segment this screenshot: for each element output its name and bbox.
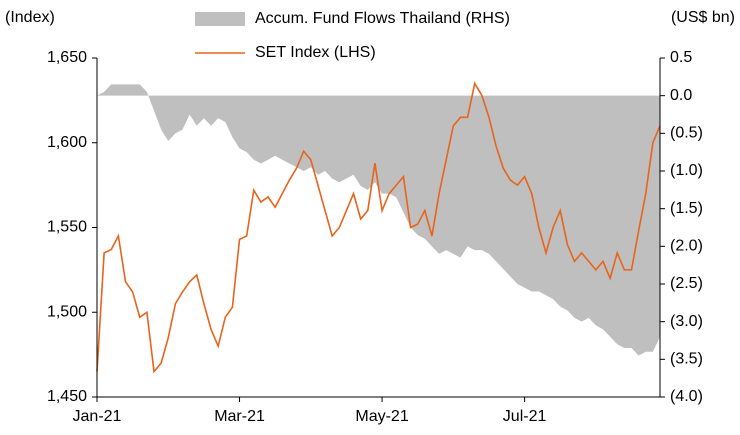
x-tick-label: Mar-21 xyxy=(214,408,265,425)
y2-tick-label: (2.0) xyxy=(670,238,703,255)
x-tick-label: Jan-21 xyxy=(73,408,122,425)
y-tick-label: 1,650 xyxy=(47,49,87,66)
y2-tick-label: (3.5) xyxy=(670,351,703,368)
y2-tick-label: (1.0) xyxy=(670,162,703,179)
y-tick-label: 1,500 xyxy=(47,303,87,320)
x-tick-label: Jul-21 xyxy=(503,408,547,425)
y2-tick-label: 0.0 xyxy=(670,87,692,104)
y-tick-label: 1,600 xyxy=(47,134,87,151)
y2-tick-label: (0.5) xyxy=(670,125,703,142)
y2-tick-label: 0.5 xyxy=(670,49,692,66)
line xyxy=(96,81,661,374)
y-axis-label: (Index) xyxy=(5,9,55,26)
y-tick-label: 1,450 xyxy=(47,388,87,405)
legend-label: Accum. Fund Flows Thailand (RHS) xyxy=(255,10,510,27)
y2-tick-label: (2.5) xyxy=(670,275,703,292)
y2-tick-label: (3.0) xyxy=(670,313,703,330)
x-tick-label: May-21 xyxy=(355,408,408,425)
y2-axis-label: (US$ bn) xyxy=(671,9,735,26)
area xyxy=(97,84,660,356)
y2-tick-label: (1.5) xyxy=(670,200,703,217)
y-tick-label: 1,550 xyxy=(47,219,87,236)
legend-label: SET Index (LHS) xyxy=(255,44,376,61)
y2-tick-label: (4.0) xyxy=(670,388,703,405)
legend-swatch xyxy=(195,12,245,26)
